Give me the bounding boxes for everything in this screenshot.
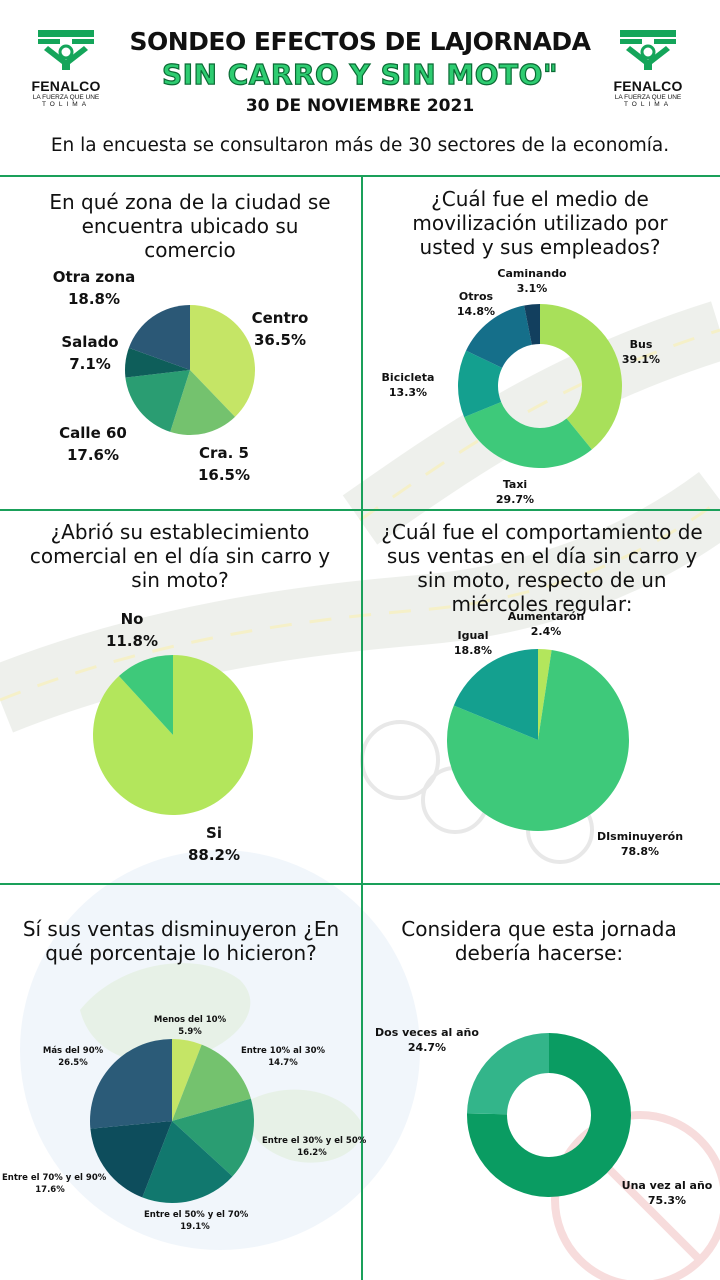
slice-cra-5 [170, 370, 236, 435]
slice-label-dos-veces: Dos veces al año 24.7% [375, 1026, 479, 1054]
divider [361, 175, 363, 1280]
slice-otros [466, 305, 532, 368]
slice-taxi [464, 401, 592, 469]
slice-otra-zona [128, 305, 190, 370]
slice-label-70-90: Entre el 70% y el 90% 17.6% [2, 1173, 107, 1195]
slice-label-bicicleta: Bicicleta 13.3% [381, 371, 435, 399]
slice-label-otros: Otros 14.8% [456, 290, 496, 318]
slice-m-s-del-90 [90, 1039, 172, 1129]
slice-label-una-vez: Una vez al año 75.3% [621, 1179, 713, 1207]
slice-bus [540, 304, 622, 450]
slice-aumentar-n [538, 649, 552, 740]
slice-label-si: Si 88.2% [187, 824, 241, 864]
fenalco-emblem-icon [38, 30, 94, 70]
fenalco-logo-right: FENALCO LA FUERZA QUE UNE TOLIMA [612, 28, 684, 108]
question-transport: ¿Cuál fue el medio de movilización utili… [412, 187, 668, 259]
divider [0, 509, 720, 511]
question-zone: En qué zona de la ciudad se encuentra ub… [49, 190, 331, 262]
slice-label-50-70: Entre el 50% y el 70% 19.1% [144, 1210, 249, 1232]
page-title: SONDEO EFECTOS DE LAJORNADA [129, 27, 591, 56]
slice-label-bus: Bus 39.1% [621, 338, 661, 366]
brand-name: FENALCO [31, 78, 101, 94]
slice-label-caminando: Caminando 3.1% [497, 267, 567, 295]
brand-region: TOLIMA [623, 101, 673, 108]
brand-slogan: LA FUERZA QUE UNE [32, 94, 100, 101]
slice-calle-60 [125, 370, 190, 432]
slice-entre-el-30-y-el-50 [172, 1098, 254, 1177]
intro-text: En la encuesta se consultaron más de 30 … [50, 135, 670, 156]
divider [0, 883, 720, 885]
slice-label-taxi: Taxi 29.7% [495, 478, 535, 506]
slice-entre-el-50-y-el-70 [142, 1121, 233, 1203]
brand-slogan: LA FUERZA QUE UNE [614, 94, 682, 101]
slice-si [93, 655, 254, 815]
slice-label-otra-zona: Otra zona 18.8% [52, 268, 136, 308]
slice-dos-veces-al-a-o [467, 1033, 549, 1115]
slice-caminando [524, 304, 540, 345]
slice-label-10-30: Entre 10% al 30% 14.7% [240, 1046, 326, 1068]
slice-label-aumentaron: Aumentarón 2.4% [507, 610, 585, 638]
slice-label-calle60: Calle 60 17.6% [59, 424, 127, 464]
slice-una-vez-al-a-o [466, 1033, 631, 1197]
slice-entre-10-al-30 [172, 1044, 251, 1121]
question-sales-behavior: ¿Cuál fue el comportamiento de sus venta… [381, 520, 703, 616]
slice-salado [125, 347, 190, 378]
divider [0, 175, 720, 177]
question-decrease-percent: Sí sus ventas disminuyeron ¿En qué porce… [22, 917, 340, 965]
question-frequency: Considera que esta jornada debería hacer… [401, 917, 677, 965]
slice-bicicleta [458, 350, 503, 418]
slice-label-30-50: Entre el 30% y el 50% 16.2% [262, 1136, 367, 1158]
slice-label-mas-90: Más del 90% 26.5% [42, 1046, 104, 1068]
fenalco-emblem-icon [620, 30, 676, 70]
slice-menos-del-10 [172, 1039, 202, 1121]
slice-label-centro: Centro 36.5% [251, 309, 309, 349]
slice-label-salado: Salado 7.1% [61, 333, 119, 373]
slice-label-cra5: Cra. 5 16.5% [197, 444, 251, 484]
question-opened: ¿Abrió su establecimiento comercial en e… [29, 520, 331, 592]
slice-disminuyer-n [446, 650, 629, 832]
slice-label-igual: Igual 18.8% [453, 629, 493, 657]
slice-entre-el-70-y-el-90 [90, 1121, 172, 1198]
brand-region: TOLIMA [41, 101, 91, 108]
page-subtitle: SIN CARRO Y SIN MOTO" [161, 57, 559, 91]
brand-name: FENALCO [613, 78, 683, 94]
fenalco-logo-left: FENALCO LA FUERZA QUE UNE TOLIMA [30, 28, 102, 108]
slice-centro [190, 305, 255, 417]
slice-label-no: No 11.8% [105, 610, 159, 650]
slice-label-disminuyeron: DIsminuyerón 78.8% [596, 830, 684, 858]
slice-no [118, 655, 173, 735]
slice-igual [453, 649, 538, 740]
page-date: 30 DE NOVIEMBRE 2021 [245, 96, 475, 116]
slice-label-menos-10: Menos del 10% 5.9% [153, 1015, 227, 1037]
